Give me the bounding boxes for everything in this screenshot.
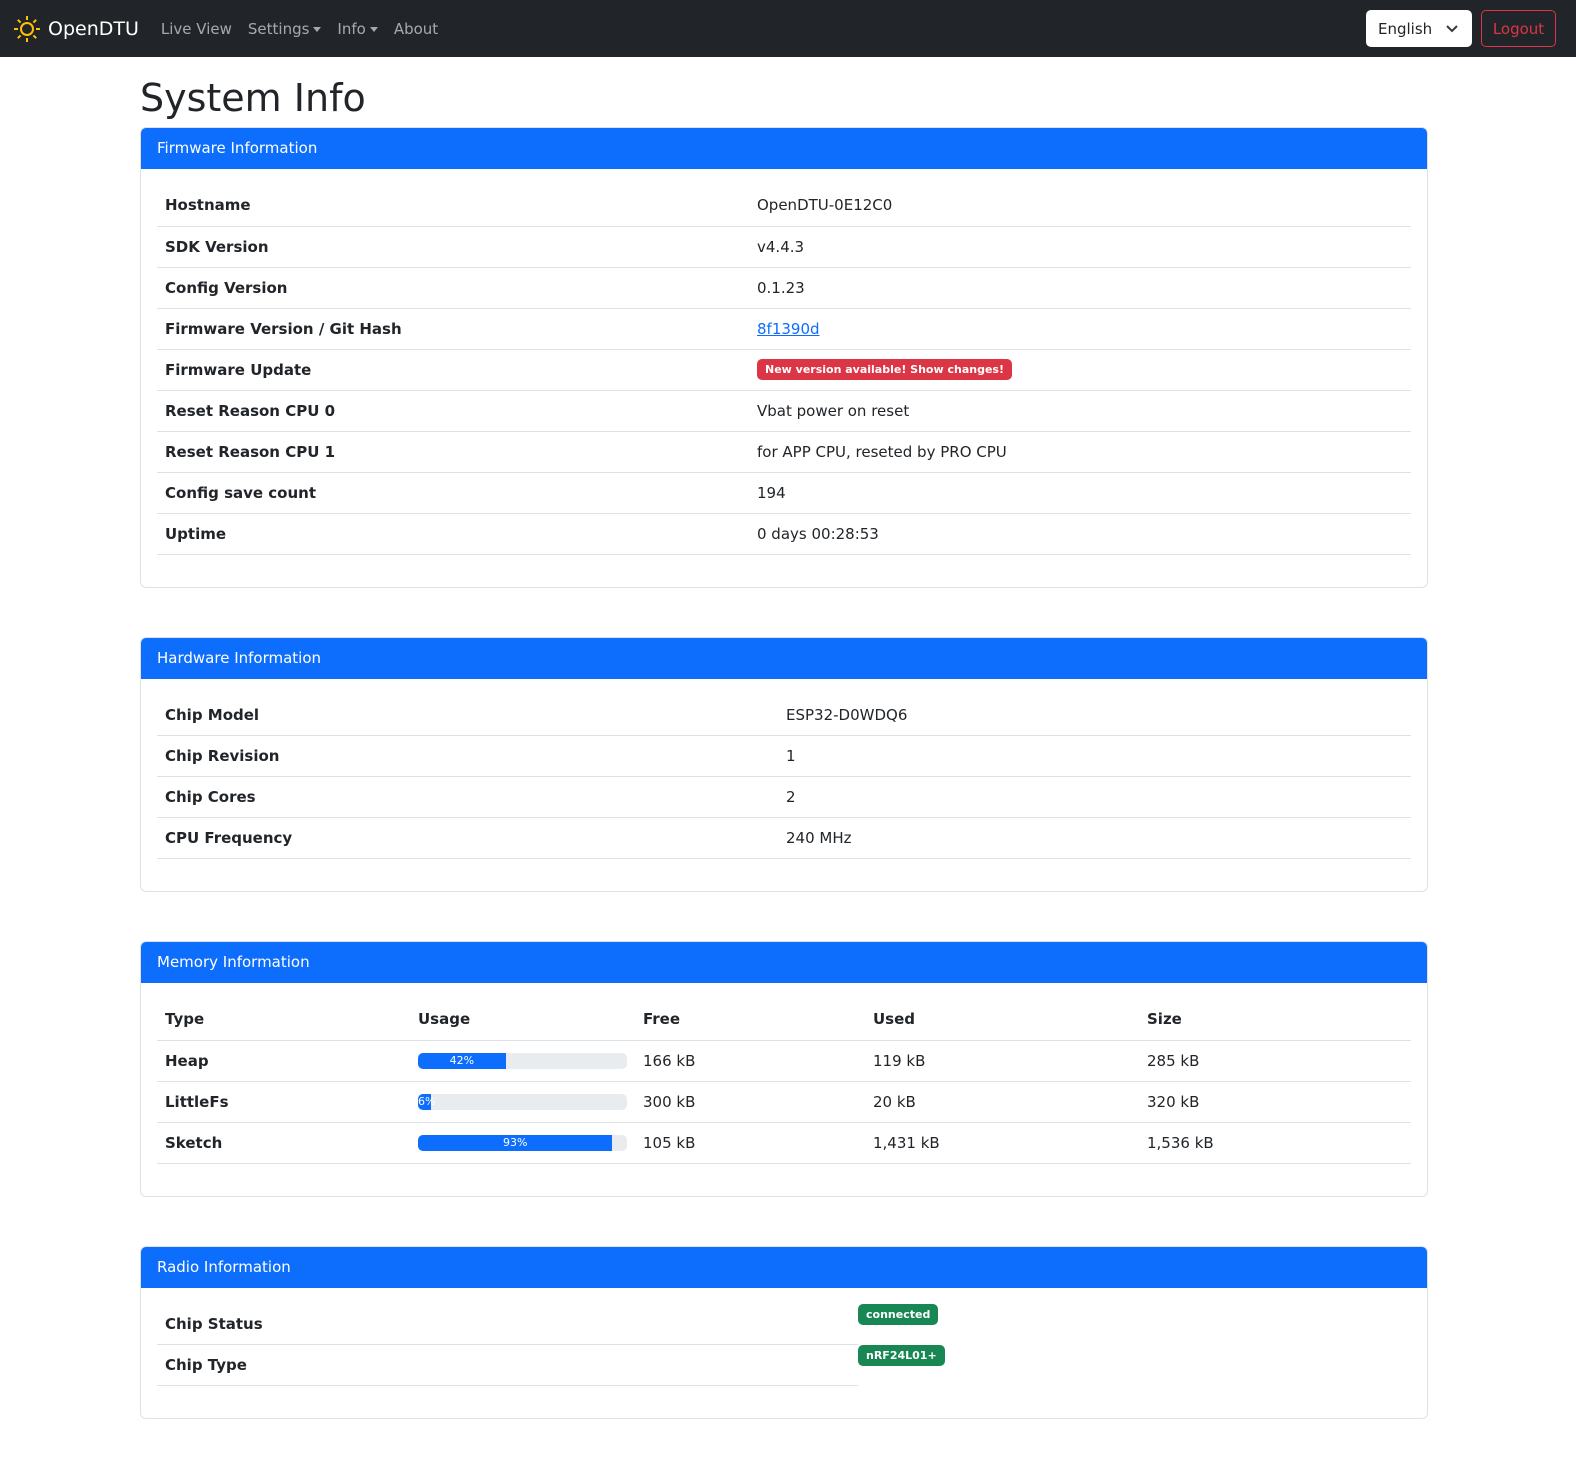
table-row: Uptime 0 days 00:28:53 bbox=[157, 513, 1411, 555]
card-header: Memory Information bbox=[141, 942, 1427, 983]
row-label: Reset Reason CPU 0 bbox=[157, 390, 749, 432]
nav-settings-label: Settings bbox=[247, 19, 310, 38]
caret-down-icon bbox=[313, 26, 322, 32]
sun-icon bbox=[14, 15, 40, 42]
row-label: SDK Version bbox=[157, 226, 749, 268]
memory-card: Memory Information Type Usage Free Used … bbox=[140, 941, 1428, 1197]
table-row: Chip Status connected bbox=[157, 1303, 1411, 1345]
row-label: Firmware Version / Git Hash bbox=[157, 308, 749, 350]
usage-progress: 6% bbox=[418, 1093, 627, 1110]
row-label: Firmware Update bbox=[157, 349, 749, 391]
memory-used: 119 kB bbox=[865, 1040, 1139, 1082]
memory-free: 166 kB bbox=[635, 1040, 865, 1082]
memory-size: 1,536 kB bbox=[1139, 1122, 1411, 1164]
chevron-down-icon bbox=[1446, 24, 1458, 32]
row-label: Chip Status bbox=[157, 1303, 858, 1345]
row-label: Chip Revision bbox=[157, 735, 778, 777]
table-row: SDK Version v4.4.3 bbox=[157, 226, 1411, 268]
col-used: Used bbox=[865, 999, 1139, 1041]
row-value: 194 bbox=[757, 483, 786, 502]
row-value: Vbat power on reset bbox=[757, 401, 910, 420]
table-row: Chip Model ESP32-D0WDQ6 bbox=[157, 694, 1411, 736]
table-row: Sketch 93% 105 kB 1,431 kB 1,536 kB bbox=[157, 1122, 1411, 1164]
row-value: 240 MHz bbox=[778, 817, 1411, 859]
caret-down-icon bbox=[369, 26, 378, 32]
row-label: Hostname bbox=[157, 185, 749, 227]
col-usage: Usage bbox=[410, 999, 635, 1041]
row-label: CPU Frequency bbox=[157, 817, 778, 859]
status-badge: nRF24L01+ bbox=[858, 1344, 945, 1366]
table-row: CPU Frequency 240 MHz bbox=[157, 817, 1411, 859]
usage-progress-bar: 42% bbox=[418, 1052, 506, 1069]
memory-size: 320 kB bbox=[1139, 1081, 1411, 1123]
row-value: v4.4.3 bbox=[757, 237, 805, 256]
card-header: Hardware Information bbox=[141, 637, 1427, 679]
memory-type: LittleFs bbox=[157, 1081, 410, 1123]
hardware-card: Hardware Information Chip Model ESP32-D0W… bbox=[140, 636, 1428, 892]
firmware-card: Firmware Information Hostname OpenDTU-0E1… bbox=[140, 127, 1428, 588]
table-row: Firmware Version / Git Hash 8f1390d bbox=[157, 308, 1411, 350]
usage-progress-bar: 6% bbox=[418, 1093, 436, 1110]
row-value: for APP CPU, reseted by PRO CPU bbox=[757, 442, 1007, 461]
col-type: Type bbox=[157, 999, 410, 1041]
table-row: Hostname OpenDTU-0E12C0 bbox=[157, 185, 1411, 227]
nav-settings[interactable]: Settings bbox=[248, 20, 322, 38]
row-value: 2 bbox=[778, 776, 1411, 818]
language-select[interactable]: English bbox=[1366, 10, 1472, 47]
row-label: Config save count bbox=[157, 472, 749, 514]
nav-about[interactable]: About bbox=[393, 19, 439, 38]
status-badge: connected bbox=[858, 1303, 939, 1325]
table-row: Reset Reason CPU 1 for APP CPU, reseted b… bbox=[157, 431, 1411, 473]
card-header: Firmware Information bbox=[141, 128, 1427, 169]
memory-type: Heap bbox=[157, 1040, 410, 1082]
col-free: Free bbox=[635, 999, 865, 1041]
table-row: Reset Reason CPU 0 Vbat power on reset bbox=[157, 390, 1411, 432]
card-header: Radio Information bbox=[141, 1246, 1427, 1288]
navbar: OpenDTU Live View Settings Info About En… bbox=[0, 0, 1576, 57]
row-value: OpenDTU-0E12C0 bbox=[757, 196, 893, 215]
row-label: Uptime bbox=[157, 513, 749, 555]
row-value: 1 bbox=[778, 735, 1411, 777]
row-label: Chip Model bbox=[157, 694, 778, 736]
table-row: Heap 42% 166 kB 119 kB 285 kB bbox=[157, 1040, 1411, 1082]
nav-info-label: Info bbox=[337, 19, 366, 38]
update-badge[interactable]: New version available! Show changes! bbox=[757, 359, 1012, 380]
row-value: 0.1.23 bbox=[757, 278, 805, 297]
brand-name: OpenDTU bbox=[48, 17, 139, 40]
table-row: Config Version 0.1.23 bbox=[157, 267, 1411, 309]
row-label: Reset Reason CPU 1 bbox=[157, 431, 749, 473]
memory-size: 285 kB bbox=[1139, 1040, 1411, 1082]
logout-button[interactable]: Logout bbox=[1481, 10, 1556, 47]
nav-live-view[interactable]: Live View bbox=[160, 19, 232, 38]
memory-free: 105 kB bbox=[635, 1122, 865, 1164]
row-label: Chip Cores bbox=[157, 776, 778, 818]
memory-used: 1,431 kB bbox=[865, 1122, 1139, 1164]
page-title: System Info bbox=[140, 76, 366, 120]
usage-progress-bar: 93% bbox=[418, 1134, 613, 1151]
nav-info[interactable]: Info bbox=[337, 19, 378, 38]
row-value: 0 days 00:28:53 bbox=[757, 524, 879, 543]
table-row: Chip Type nRF24L01+ bbox=[157, 1344, 1411, 1386]
table-row: Chip Cores 2 bbox=[157, 776, 1411, 818]
col-size: Size bbox=[1139, 999, 1411, 1041]
brand-link[interactable]: OpenDTU bbox=[12, 14, 139, 44]
usage-progress: 42% bbox=[418, 1052, 627, 1069]
git-hash-link[interactable]: 8f1390d bbox=[757, 319, 820, 338]
language-value: English bbox=[1378, 19, 1433, 38]
memory-used: 20 kB bbox=[865, 1081, 1139, 1123]
row-value: ESP32-D0WDQ6 bbox=[778, 694, 1411, 736]
row-label: Chip Type bbox=[157, 1344, 858, 1386]
row-label: Config Version bbox=[157, 267, 749, 309]
radio-card: Radio Information Chip Status connected Ch… bbox=[140, 1245, 1428, 1419]
table-row: Chip Revision 1 bbox=[157, 735, 1411, 777]
memory-free: 300 kB bbox=[635, 1081, 865, 1123]
memory-type: Sketch bbox=[157, 1122, 410, 1164]
usage-progress: 93% bbox=[418, 1134, 627, 1151]
table-row: LittleFs 6% 300 kB 20 kB 320 kB bbox=[157, 1081, 1411, 1123]
table-row: Firmware Update New version available! Sh… bbox=[157, 349, 1411, 391]
table-row: Config save count 194 bbox=[157, 472, 1411, 514]
